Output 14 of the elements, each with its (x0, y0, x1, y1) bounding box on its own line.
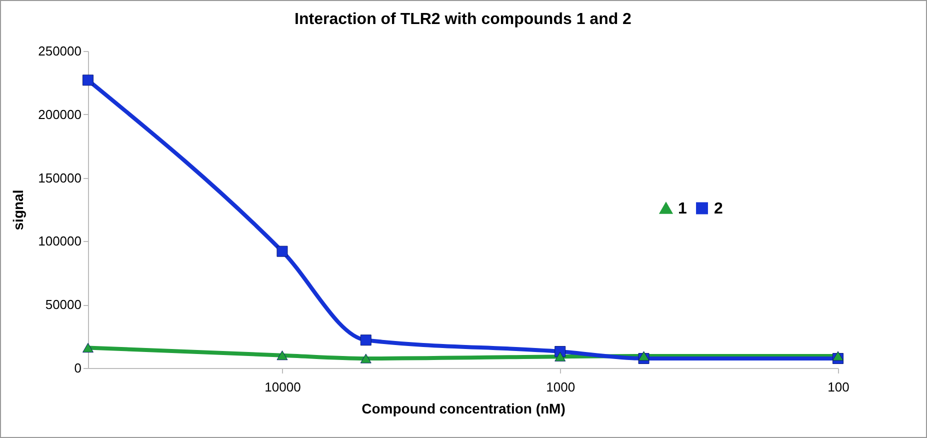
y-tick-label: 0 (74, 360, 82, 376)
y-tick-label: 250000 (38, 44, 82, 58)
x-axis-title: Compound concentration (nM) (362, 400, 566, 416)
y-tick-label: 50000 (45, 297, 82, 312)
x-tick-label: 100 (828, 380, 850, 394)
y-axis-title: signal (10, 190, 26, 230)
legend-label: 2 (714, 200, 723, 218)
chart-title: Interaction of TLR2 with compounds 1 and 2 (294, 11, 632, 28)
y-tick-label: 100000 (38, 234, 82, 249)
legend-label: 1 (678, 200, 687, 218)
y-tick-label: 150000 (38, 170, 82, 186)
x-tick-label: 10000 (264, 380, 301, 394)
x-tick-label: 1000 (546, 380, 576, 394)
y-tick-label: 200000 (38, 106, 82, 122)
